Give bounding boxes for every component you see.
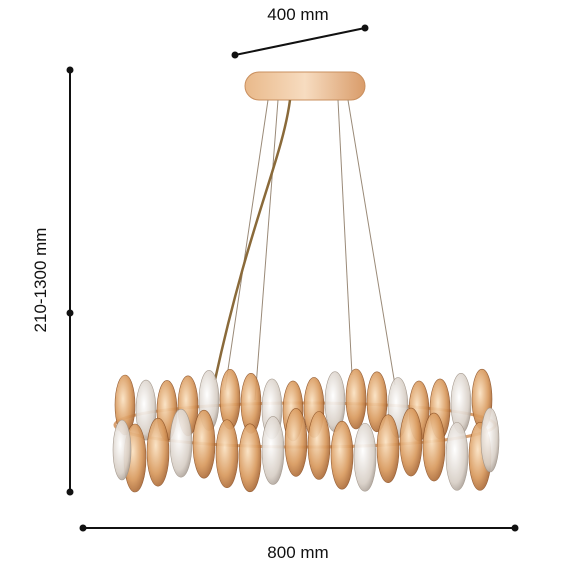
crystal — [112, 419, 132, 481]
dimension-dot — [66, 66, 74, 74]
crystal — [330, 420, 354, 490]
crystal — [219, 368, 241, 430]
crystal — [399, 407, 423, 477]
crystal — [376, 414, 400, 484]
dimension-dot — [79, 524, 87, 532]
dimension-dot — [511, 524, 519, 532]
dimension-dot — [361, 24, 369, 32]
crystal — [366, 371, 388, 433]
crystal — [135, 379, 157, 441]
dimension-dot — [231, 51, 239, 59]
crystal — [261, 416, 285, 485]
top-width-label: 400 mm — [267, 5, 328, 24]
dimension-dot — [66, 309, 74, 317]
crystal — [307, 411, 331, 480]
cables — [224, 99, 396, 401]
width-label: 800 mm — [267, 543, 328, 562]
dimension-dot — [66, 488, 74, 496]
crystal — [445, 422, 469, 491]
crystal — [353, 422, 377, 492]
power-cord — [213, 99, 292, 381]
crystal — [146, 417, 170, 487]
canopy — [244, 71, 366, 101]
crystal — [215, 419, 239, 489]
dimension-line — [234, 27, 366, 56]
crystal — [480, 407, 500, 473]
chandelier — [112, 368, 500, 493]
height-label: 210-1300 mm — [31, 228, 50, 333]
crystal — [345, 368, 367, 430]
crystal — [284, 408, 308, 477]
crystal — [192, 409, 216, 479]
crystal — [422, 412, 446, 482]
crystal — [169, 408, 193, 478]
crystal — [238, 423, 262, 493]
